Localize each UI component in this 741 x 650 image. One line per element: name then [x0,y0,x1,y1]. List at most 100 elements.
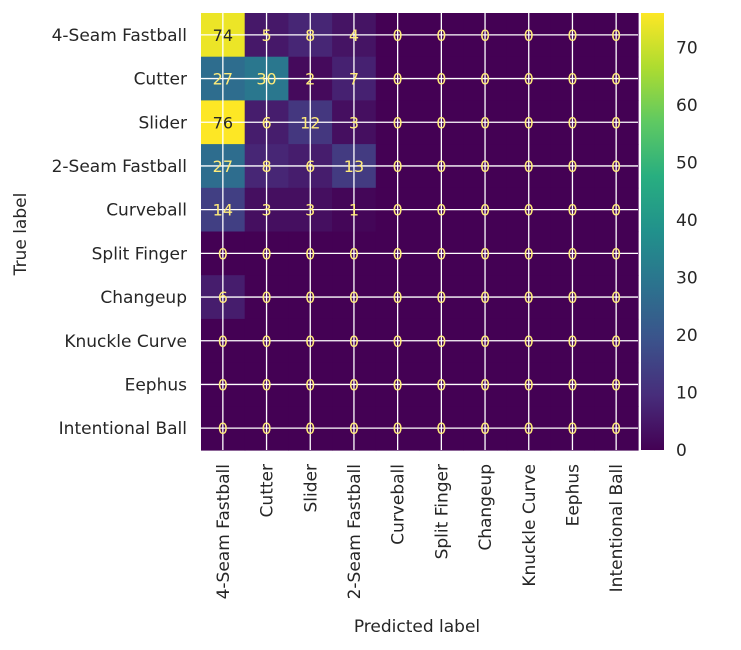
x-tick-label: Intentional Ball [607,464,627,592]
cell-value-label: 0 [218,332,228,351]
x-tick-label: 2-Seam Fastball [345,464,365,599]
y-tick-label: Eephus [125,375,188,395]
cell-value-label: 0 [524,201,534,220]
y-tick-label: Knuckle Curve [64,332,187,352]
cell-value-label: 0 [393,244,403,263]
cell-value-label: 0 [567,201,577,220]
y-axis-label: True label [11,193,31,277]
cell-value-label: 0 [305,332,315,351]
x-tick-label: Knuckle Curve [520,464,540,587]
cell-value-label: 14 [213,201,233,220]
y-tick-labels: 4-Seam Fastball Cutter Slider 2-Seam Fastba… [52,26,188,439]
y-tick-label: Split Finger [92,244,187,264]
cell-value-label: 0 [261,332,271,351]
colorbar-tick-label: 40 [676,211,698,231]
x-tick-labels: 4-Seam Fastball Cutter Slider 2-Seam Fastba… [214,464,627,600]
cell-value-label: 0 [218,419,228,438]
cell-value-label: 0 [393,26,403,45]
cell-value-label: 0 [611,332,621,351]
cell-value-label: 0 [524,332,534,351]
cell-value-label: 3 [261,201,271,220]
cell-value-label: 0 [611,157,621,176]
cell-value-label: 0 [349,419,359,438]
cell-value-label: 0 [567,26,577,45]
cell-value-label: 27 [213,70,233,89]
cell-value-label: 0 [480,419,490,438]
cell-value-label: 0 [305,419,315,438]
x-tick-label: Changeup [476,464,496,551]
cell-value-label: 4 [349,26,359,45]
cell-value-label: 0 [218,244,228,263]
colorbar-tick-label: 0 [676,441,687,461]
colorbar-tick-label: 50 [676,154,698,174]
x-tick-label: Eephus [563,464,583,527]
cell-value-label: 0 [611,201,621,220]
cell-value-label: 0 [480,157,490,176]
cell-value-label: 6 [261,113,271,132]
cell-value-label: 74 [213,26,233,45]
cell-value-label: 0 [393,332,403,351]
cell-value-label: 6 [305,157,315,176]
cell-value-label: 0 [436,375,446,394]
cell-value-label: 0 [393,157,403,176]
cell-value-label: 0 [393,419,403,438]
colorbar-tick-label: 70 [676,39,698,59]
cell-value-label: 0 [524,157,534,176]
cell-value-label: 0 [393,375,403,394]
cell-value-label: 76 [213,113,233,132]
cell-value-label: 0 [436,244,446,263]
cell-value-label: 0 [524,288,534,307]
cell-value-label: 0 [524,419,534,438]
cell-value-label: 0 [436,201,446,220]
colorbar-ticks: 0 10 20 30 40 50 60 70 [676,39,698,462]
cell-value-label: 0 [480,26,490,45]
cell-value-label: 0 [436,26,446,45]
cell-value-label: 0 [567,419,577,438]
cell-value-label: 27 [213,157,233,176]
cell-value-label: 13 [344,157,364,176]
cell-value-label: 0 [436,419,446,438]
cell-value-label: 1 [349,201,359,220]
cell-value-label: 3 [349,113,359,132]
cell-value-label: 0 [567,288,577,307]
cell-value-label: 0 [524,375,534,394]
cell-value-label: 0 [480,201,490,220]
colorbar-tick-label: 20 [676,326,698,346]
x-tick-label: Curveball [389,464,409,545]
cell-value-label: 0 [611,419,621,438]
cell-value-label: 0 [349,332,359,351]
cell-value-label: 12 [300,113,320,132]
cell-value-label: 0 [567,332,577,351]
y-tick-label: Slider [139,113,187,133]
colorbar-tick-label: 60 [676,96,698,116]
cell-value-label: 0 [567,375,577,394]
colorbar-tick-label: 10 [676,384,698,404]
cell-value-label: 0 [261,375,271,394]
cell-value-label: 0 [261,419,271,438]
cell-value-label: 0 [393,113,403,132]
cell-value-label: 0 [261,288,271,307]
y-tick-label: Curveball [106,201,187,221]
cell-value-label: 0 [524,113,534,132]
cell-value-label: 0 [436,157,446,176]
cell-value-label: 0 [567,157,577,176]
cell-value-label: 0 [393,70,403,89]
colorbar: 0 10 20 30 40 50 60 70 [641,13,698,461]
cell-value-label: 0 [480,244,490,263]
cell-value-label: 0 [480,288,490,307]
cell-value-label: 0 [305,288,315,307]
cell-value-label: 0 [480,113,490,132]
cell-value-label: 0 [611,375,621,394]
cell-value-label: 0 [305,244,315,263]
cell-value-label: 0 [567,70,577,89]
cell-value-label: 0 [567,244,577,263]
cell-value-label: 6 [218,288,228,307]
y-tick-label: Intentional Ball [59,419,187,439]
x-tick-label: Cutter [258,464,278,517]
cell-value-labels: 74 5 8 4 0 0 0 0 0 027 30 2 7 0 0 0 0 0 076 6 12 3 0 0 0 0 0 027 8 6 1… [213,26,622,438]
cell-value-label: 7 [349,70,359,89]
cell-value-label: 0 [524,70,534,89]
y-tick-label: Changeup [100,288,187,308]
cell-value-label: 0 [611,70,621,89]
cell-value-label: 0 [393,201,403,220]
